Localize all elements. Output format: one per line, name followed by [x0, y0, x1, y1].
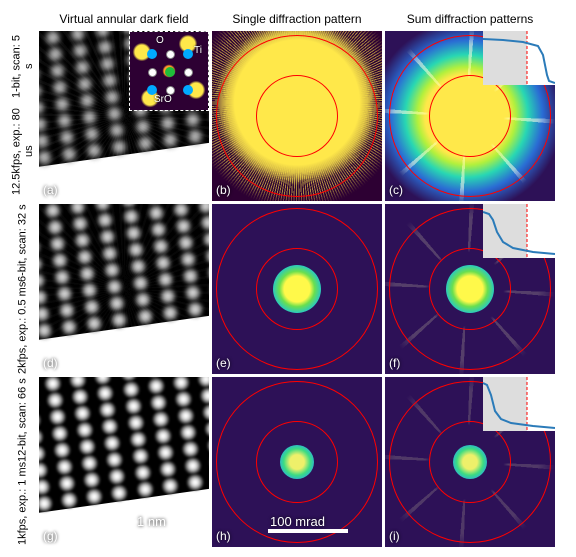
panel-e: (e) [212, 204, 382, 374]
panel-d: (d) [39, 204, 209, 374]
panel-label-a: (a) [43, 183, 58, 197]
col-header-1: Virtual annular dark field [39, 10, 209, 28]
panel-label-f: (f) [389, 356, 400, 370]
panel-c: (c) [385, 31, 555, 201]
profile-inset-f [483, 204, 555, 258]
atom-model-inset: O Ti SrO [129, 31, 209, 111]
panel-label-i: (i) [389, 529, 400, 543]
panel-f: (f) [385, 204, 555, 374]
scalebar-nm-label: 1 nm [137, 514, 166, 529]
label-O: O [156, 35, 164, 46]
col-header-2: Single diffraction pattern [212, 10, 382, 28]
scalebar-nm [119, 529, 189, 533]
scalebar-mrad [268, 529, 348, 533]
atom-lattice [39, 377, 209, 514]
row-label-1: 12.5kfps, exp.: 80 us 1-bit, scan: 5 s [10, 31, 36, 201]
profile-inset-i [483, 377, 555, 431]
label-Ti: Ti [194, 45, 202, 56]
col-header-3: Sum diffraction patterns [385, 10, 555, 28]
panel-h: 100 mrad (h) [212, 377, 382, 547]
profile-inset-c [483, 31, 555, 85]
panel-label-b: (b) [216, 183, 231, 197]
panel-label-g: (g) [43, 529, 58, 543]
panel-label-d: (d) [43, 356, 58, 370]
row-label-2: 2kfps, exp.: 0.5 ms 6-bit, scan: 32 s [10, 204, 36, 374]
panel-label-c: (c) [389, 183, 403, 197]
panel-b: (b) [212, 31, 382, 201]
scalebar-mrad-label: 100 mrad [270, 514, 325, 529]
panel-g: 1 nm (g) [39, 377, 209, 547]
figure-grid: Virtual annular dark field Single diffra… [10, 10, 566, 547]
row-label-3: 1kfps, exp.: 1 ms 12-bit, scan: 66 s [10, 377, 36, 547]
panel-i: (i) [385, 377, 555, 547]
panel-label-e: (e) [216, 356, 231, 370]
label-SrO: SrO [154, 94, 172, 105]
panel-label-h: (h) [216, 529, 231, 543]
panel-a: O Ti SrO (a) [39, 31, 209, 201]
